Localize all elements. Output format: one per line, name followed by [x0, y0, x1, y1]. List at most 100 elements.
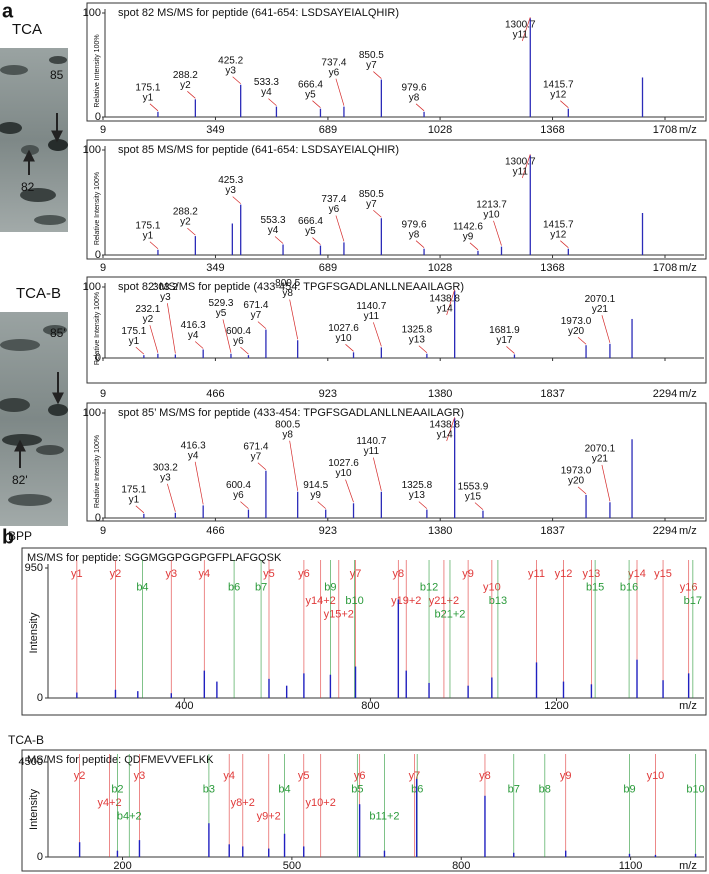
- peak-mz-label: 914.5: [303, 480, 328, 491]
- peak-mz-label: 1027.6: [328, 458, 359, 469]
- peak-ion-label: y1: [129, 494, 140, 505]
- peak-ion-label: y8: [282, 288, 293, 299]
- leader-line: [257, 462, 267, 471]
- spot-label: 82': [12, 473, 28, 487]
- peak-mz-label: 979.6: [402, 82, 427, 93]
- x-tick-label: 800: [361, 700, 379, 712]
- y-axis-label: Relative Intensity 100%: [94, 172, 101, 245]
- leader-line: [373, 322, 382, 347]
- peak-ion-label: y20: [568, 326, 585, 337]
- x-tick-label: 349: [206, 124, 224, 136]
- y-tick-label: 0: [37, 851, 43, 863]
- leader-line: [232, 76, 241, 85]
- leader-line: [312, 100, 321, 108]
- peak-ion-label: y10: [335, 468, 352, 479]
- x-axis-label: m/z: [679, 262, 697, 274]
- x-tick-label: 923: [319, 388, 337, 400]
- peak-ion-label: y3: [160, 292, 171, 303]
- x-tick-label: 9: [100, 388, 106, 400]
- peak-mz-label: 1438.8: [429, 420, 460, 431]
- ion-label: b2: [111, 783, 123, 795]
- leader-line: [577, 336, 587, 345]
- x-tick-label: 9: [100, 262, 106, 274]
- ion-label: y2: [110, 568, 122, 580]
- spot-label: 85: [50, 68, 64, 82]
- peak-ion-label: y21: [592, 454, 609, 465]
- peak-ion-label: y8: [282, 429, 293, 440]
- leader-line: [415, 240, 425, 248]
- x-tick-label: 1708: [653, 124, 677, 136]
- x-tick-label: 1837: [540, 388, 564, 400]
- ion-label: b16: [620, 581, 638, 593]
- leader-line: [232, 196, 241, 204]
- x-axis-label: m/z: [679, 388, 697, 400]
- panel-label: a: [2, 0, 14, 22]
- peak-ion-label: y1: [143, 92, 154, 103]
- spot-label: 82: [21, 180, 35, 194]
- peak-mz-label: 737.4: [321, 194, 346, 205]
- peak-ion-label: y1: [143, 230, 154, 241]
- leader-line: [418, 345, 428, 354]
- peak-mz-label: 1027.6: [328, 323, 359, 334]
- peak-mz-label: 553.3: [261, 215, 286, 226]
- leader-line: [345, 479, 354, 503]
- peak-mz-label: 800.5: [275, 419, 300, 430]
- peak-ion-label: y11: [513, 167, 529, 178]
- peak-ion-label: y4: [268, 225, 279, 236]
- ion-label: b7: [255, 581, 267, 593]
- leader-line: [493, 220, 502, 246]
- leader-line: [601, 464, 611, 502]
- peak-mz-label: 425.2: [218, 55, 243, 66]
- peak-ion-label: y5: [305, 89, 316, 100]
- ion-label: y12: [555, 568, 573, 580]
- leader-line: [373, 71, 382, 79]
- peak-mz-label: 1300.7: [505, 20, 536, 31]
- peak-ion-label: y8: [409, 92, 420, 103]
- y-tick-label: 0: [95, 111, 101, 123]
- peak-mz-label: 800.5: [275, 278, 300, 289]
- peak-mz-label: 850.5: [359, 189, 384, 200]
- ion-label: y8+2: [231, 797, 255, 809]
- peak-ion-label: y3: [225, 185, 236, 196]
- ion-label: y15+2: [324, 608, 354, 620]
- peak-ion-label: y2: [143, 314, 154, 325]
- chart-title: spot 85’ MS/MS for peptide (433-454: TPG…: [118, 407, 464, 419]
- x-tick-label: 1028: [428, 124, 452, 136]
- leader-line: [469, 242, 479, 251]
- peak-mz-label: 416.3: [181, 440, 206, 451]
- peak-ion-label: y3: [160, 472, 171, 483]
- x-tick-label: 1708: [653, 262, 677, 274]
- peak-mz-label: 175.1: [135, 220, 160, 231]
- peak-ion-label: y9: [310, 490, 321, 501]
- peak-ion-label: y10: [483, 209, 500, 220]
- leader-line: [135, 346, 145, 355]
- peak-mz-label: 288.2: [173, 70, 198, 81]
- peak-ion-label: y11: [364, 446, 380, 457]
- x-axis-label: m/z: [679, 860, 697, 872]
- leader-line: [149, 103, 159, 112]
- leader-line: [446, 417, 455, 442]
- peak-mz-label: 1213.7: [476, 199, 507, 210]
- chart-title: spot 85 MS/MS for peptide (641-654: LSDS…: [118, 144, 399, 156]
- leader-line: [560, 100, 569, 108]
- x-tick-label: 923: [319, 525, 337, 537]
- leader-line: [521, 154, 531, 179]
- y-tick-label: 950: [25, 562, 43, 574]
- ion-label: y21+2: [429, 595, 459, 607]
- peak-mz-label: 533.3: [254, 77, 279, 88]
- ion-label: y10+2: [306, 797, 336, 809]
- ion-label: y8: [479, 770, 491, 782]
- ion-label: y19+2: [391, 595, 421, 607]
- leader-line: [289, 440, 299, 491]
- ion-label: b4+2: [117, 810, 142, 822]
- x-tick-label: 689: [319, 262, 337, 274]
- ion-label: y7: [409, 770, 421, 782]
- peak-ion-label: y20: [568, 476, 585, 487]
- peak-ion-label: y11: [364, 311, 380, 322]
- plot-frame: [21, 547, 707, 716]
- ion-label: y3: [165, 568, 177, 580]
- peak-mz-label: 1681.9: [489, 325, 520, 336]
- peak-ion-label: y9: [463, 231, 474, 242]
- peak-mz-label: 979.6: [402, 219, 427, 230]
- chart-title: spot 82 MS/MS for peptide (641-654: LSDS…: [118, 7, 399, 19]
